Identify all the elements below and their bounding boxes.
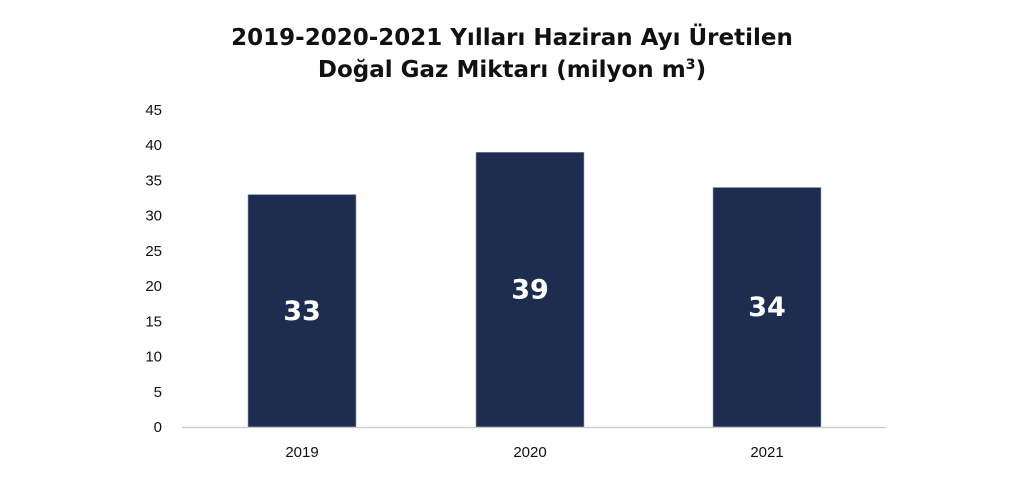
y-tick-label: 0 [154, 419, 162, 436]
chart-title-superscript: 3 [685, 57, 696, 74]
bar [247, 194, 357, 428]
y-tick-label: 30 [145, 208, 162, 225]
bar [475, 151, 585, 428]
y-tick-label: 15 [145, 313, 162, 330]
x-tick-label: 2019 [285, 444, 318, 461]
chart-title-line-2-text: Doğal Gaz Miktarı (milyon m [317, 57, 686, 83]
chart-title: 2019-2020-2021 Yılları Haziran Ayı Üreti… [0, 22, 1024, 86]
y-tick-label: 20 [145, 278, 162, 295]
chart-title-line-2: Doğal Gaz Miktarı (milyon m3) [0, 54, 1024, 86]
y-tick-label: 40 [145, 137, 162, 154]
bar-data-label: 34 [748, 292, 786, 323]
chart-title-line-1: 2019-2020-2021 Yılları Haziran Ayı Üreti… [231, 25, 793, 51]
bar-data-label: 33 [283, 296, 321, 327]
y-tick-label: 25 [145, 243, 162, 260]
bar [712, 187, 822, 428]
x-tick-label: 2021 [750, 444, 783, 461]
y-tick-label: 45 [145, 102, 162, 119]
x-tick-label: 2020 [513, 444, 546, 461]
y-tick-label: 35 [145, 172, 162, 189]
chart-title-line-2-end: ) [695, 57, 707, 83]
y-tick-label: 5 [154, 384, 162, 401]
bar-data-label: 39 [511, 275, 549, 306]
y-tick-label: 10 [145, 349, 162, 366]
